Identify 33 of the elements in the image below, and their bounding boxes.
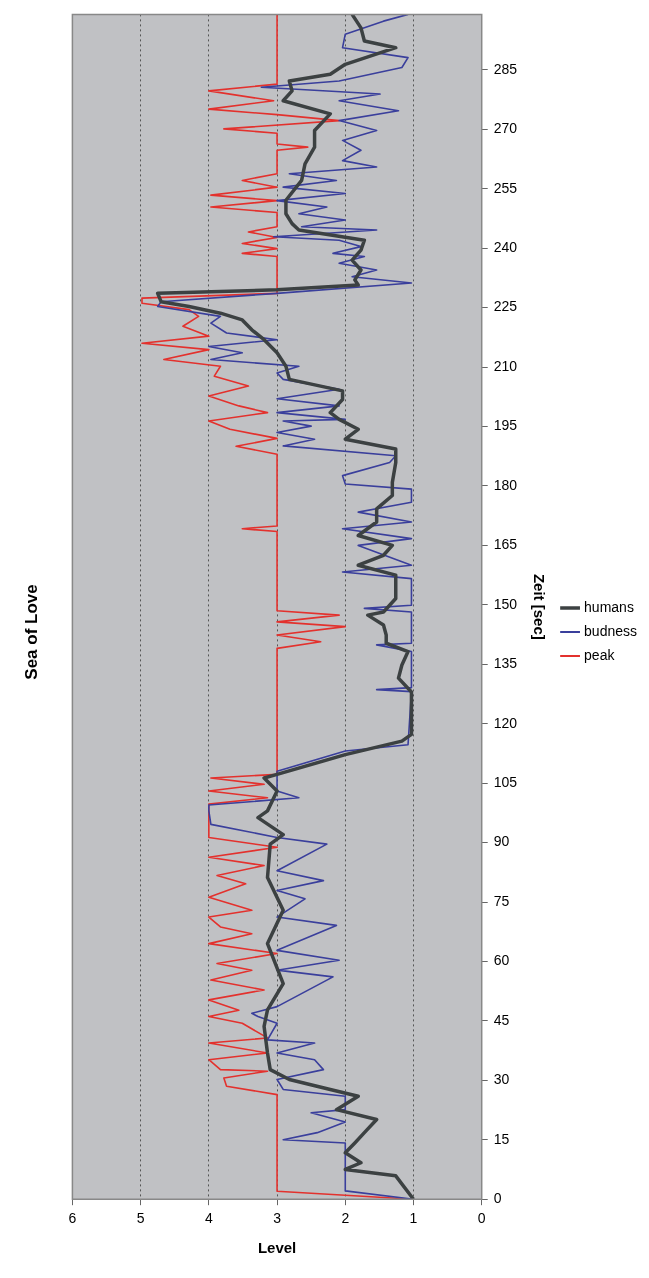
y-tick-label: 30 <box>493 1071 510 1088</box>
legend-label: peak <box>584 646 616 663</box>
y-tick-label: 60 <box>493 952 510 969</box>
y-tick-label: 135 <box>493 655 518 672</box>
y-tick-label: 210 <box>493 357 518 374</box>
y-tick-label: 240 <box>493 239 518 256</box>
y-tick-label: 150 <box>493 595 518 612</box>
text: Sea of Love <box>21 584 41 680</box>
x-tick-label: 0 <box>477 1210 486 1227</box>
legend-label: humans <box>584 598 634 615</box>
x-tick-label: 2 <box>341 1210 350 1227</box>
y-tick-label: 225 <box>493 298 518 315</box>
y-tick-label: 105 <box>493 773 518 790</box>
y-tick-label: 75 <box>493 892 510 909</box>
y-tick-label: 45 <box>493 1011 510 1028</box>
y-tick-label: 180 <box>493 476 518 493</box>
y-tick-label: 165 <box>493 536 518 553</box>
x-tick-label: 3 <box>273 1210 282 1227</box>
y-tick-label: 90 <box>493 833 510 850</box>
y-tick-label: 270 <box>493 120 518 137</box>
x-tick-label: 1 <box>409 1210 418 1227</box>
y-tick-label: 120 <box>493 714 518 731</box>
x-tick-label: 6 <box>68 1210 77 1227</box>
legend-label: budness <box>584 622 638 639</box>
x-tick-label: 4 <box>204 1210 213 1227</box>
y-tick-label: 195 <box>493 417 518 434</box>
y-axis-title: Zeit [sec] <box>530 573 548 640</box>
x-tick-label: 5 <box>136 1210 145 1227</box>
y-tick-label: 15 <box>493 1130 510 1147</box>
x-axis-title: Level <box>257 1239 297 1257</box>
y-tick-label: 255 <box>493 179 518 196</box>
y-tick-label: 0 <box>493 1190 502 1207</box>
y-tick-label: 285 <box>493 60 518 77</box>
